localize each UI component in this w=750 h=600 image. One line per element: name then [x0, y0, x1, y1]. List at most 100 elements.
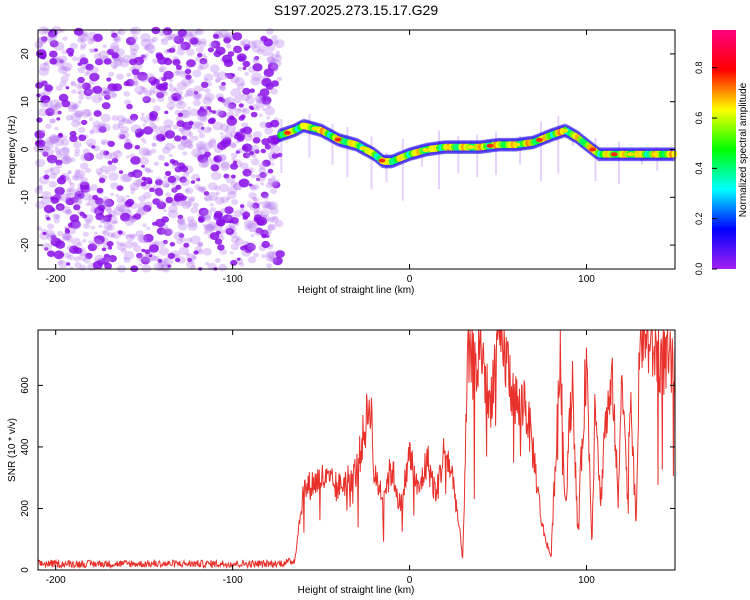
- ridge-hotspot: [311, 126, 319, 131]
- noise-speckle: [182, 171, 190, 178]
- noise-speckle: [98, 224, 103, 228]
- noise-speckle: [149, 120, 155, 125]
- noise-speckle: [250, 111, 258, 118]
- ridge-streak: [438, 130, 440, 190]
- noise-speckle: [178, 233, 185, 238]
- noise-speckle: [107, 213, 113, 218]
- noise-speckle: [239, 93, 244, 98]
- noise-speckle: [201, 160, 210, 168]
- spectrogram-ridge: [276, 114, 678, 201]
- noise-speckle: [200, 126, 205, 130]
- noise-speckle: [71, 237, 81, 246]
- noise-speckle: [178, 128, 183, 132]
- noise-speckle: [60, 138, 70, 147]
- noise-speckle: [104, 257, 112, 264]
- noise-speckle: [272, 256, 283, 266]
- noise-speckle: [240, 206, 245, 211]
- noise-speckle: [112, 37, 119, 42]
- noise-speckle: [80, 109, 91, 118]
- noise-speckle: [186, 260, 196, 269]
- x-tick-label: 0: [407, 575, 413, 586]
- noise-speckle: [38, 43, 44, 48]
- noise-speckle: [76, 242, 83, 248]
- noise-speckle: [165, 192, 172, 198]
- noise-speckle: [180, 109, 191, 119]
- noise-speckle: [176, 218, 184, 225]
- noise-speckle: [269, 181, 277, 188]
- noise-speckle: [174, 135, 182, 142]
- noise-speckle: [256, 173, 266, 183]
- noise-speckle: [236, 84, 244, 90]
- noise-speckle: [187, 144, 194, 150]
- noise-speckle: [108, 255, 117, 263]
- noise-speckle: [46, 148, 55, 155]
- noise-speckle: [250, 76, 261, 86]
- noise-speckle: [267, 216, 275, 223]
- noise-speckle: [90, 48, 96, 54]
- noise-speckle: [150, 148, 157, 154]
- noise-speckle: [41, 36, 48, 42]
- spectrogram-y-label: Frequency (Hz): [7, 116, 18, 185]
- noise-speckle: [177, 29, 187, 37]
- noise-speckle: [75, 110, 84, 118]
- noise-speckle: [248, 223, 259, 232]
- noise-speckle: [157, 258, 163, 263]
- noise-speckle: [217, 244, 225, 251]
- noise-speckle: [205, 223, 215, 232]
- noise-speckle: [258, 45, 267, 52]
- noise-speckle: [143, 45, 149, 51]
- noise-speckle: [43, 174, 50, 180]
- noise-speckle: [197, 213, 202, 217]
- noise-speckle: [203, 126, 212, 134]
- noise-speckle: [118, 130, 129, 140]
- noise-speckle: [245, 242, 256, 252]
- noise-speckle: [250, 234, 255, 238]
- noise-speckle: [44, 84, 54, 92]
- colorbar: 0.0 0.2 0.4 0.6 0.8 Normalized spectral ampl…: [694, 30, 749, 275]
- noise-speckle: [264, 144, 271, 150]
- noise-speckle: [140, 112, 145, 116]
- noise-speckle: [195, 140, 207, 150]
- noise-speckle: [64, 157, 70, 162]
- noise-speckle: [60, 156, 72, 165]
- noise-speckle: [81, 247, 85, 251]
- noise-speckle: [56, 152, 63, 159]
- ridge-streak: [331, 123, 334, 165]
- noise-speckle: [144, 201, 153, 208]
- noise-speckle: [100, 138, 109, 145]
- noise-speckle: [161, 227, 172, 236]
- noise-speckle: [71, 104, 78, 110]
- noise-speckle: [107, 160, 113, 165]
- noise-speckle: [73, 103, 80, 109]
- noise-speckle: [258, 162, 267, 170]
- noise-speckle: [263, 68, 274, 77]
- noise-speckle: [50, 234, 57, 240]
- noise-speckle: [71, 120, 80, 128]
- noise-speckle: [46, 232, 57, 242]
- noise-speckle: [209, 138, 217, 144]
- y-tick-label: 20: [20, 48, 31, 60]
- noise-speckle: [253, 208, 260, 214]
- noise-speckle: [92, 194, 99, 200]
- noise-speckle: [119, 59, 130, 68]
- noise-speckle: [167, 209, 179, 219]
- noise-speckle: [74, 148, 81, 154]
- noise-speckle: [210, 164, 220, 172]
- noise-speckle: [230, 143, 237, 149]
- noise-speckle: [127, 209, 132, 213]
- noise-speckle: [81, 119, 88, 125]
- noise-speckle: [50, 207, 56, 213]
- noise-speckle: [267, 56, 276, 63]
- noise-speckle: [266, 56, 275, 63]
- noise-speckle: [198, 186, 206, 193]
- noise-speckle: [42, 231, 47, 236]
- noise-speckle: [185, 189, 190, 193]
- noise-speckle: [111, 52, 119, 59]
- noise-speckle: [159, 68, 164, 73]
- noise-speckle: [169, 242, 176, 247]
- noise-speckle: [142, 140, 147, 144]
- noise-speckle: [117, 57, 125, 63]
- noise-speckle: [57, 110, 62, 115]
- noise-speckle: [103, 90, 108, 95]
- noise-speckle: [77, 121, 82, 125]
